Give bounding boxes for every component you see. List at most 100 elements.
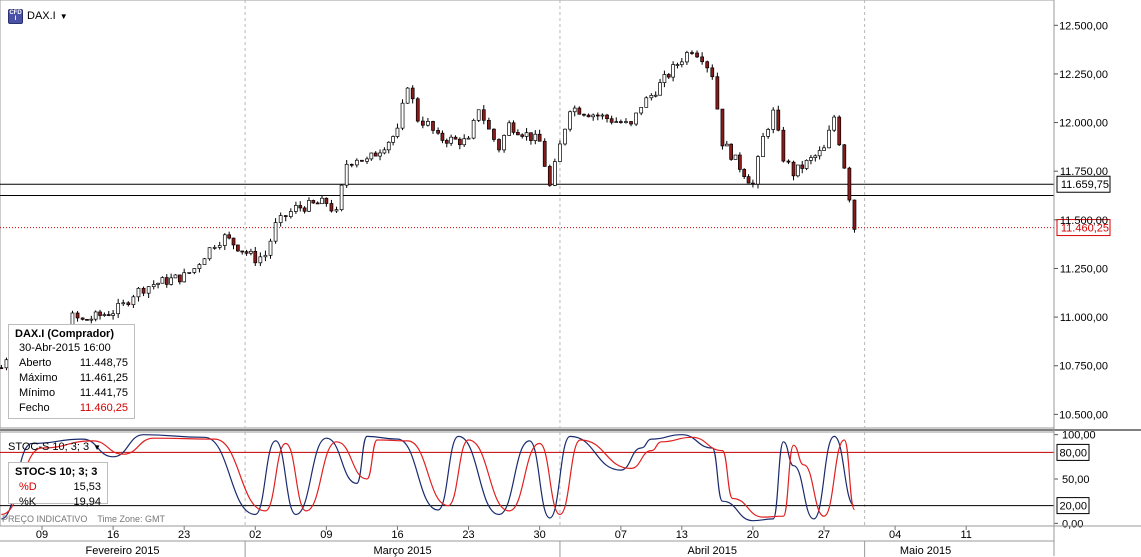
candle-body: [249, 250, 253, 254]
info-row-close: Fecho 11.460,25: [15, 401, 128, 416]
price-tick-label: 11.500,00: [1060, 215, 1108, 227]
candle-body: [563, 128, 567, 145]
candle-body: [151, 284, 156, 287]
candle-body: [192, 268, 197, 273]
candle-body: [415, 98, 420, 122]
candle-body: [609, 118, 614, 123]
indicator-header[interactable]: STOC-S 10; 3; 3 ▼: [8, 441, 101, 453]
candle-body: [344, 163, 349, 186]
candle-body: [102, 314, 107, 316]
candle-body: [695, 52, 699, 58]
candle-body: [236, 244, 240, 252]
candle-body: [662, 74, 667, 83]
candle-body: [457, 138, 462, 146]
candle-body: [507, 122, 512, 136]
candle-body: [329, 203, 334, 212]
candle-body: [720, 108, 725, 147]
candle-body: [410, 87, 415, 100]
candle-body: [177, 274, 182, 283]
candles: [0, 50, 857, 371]
day-label: 16: [107, 529, 119, 541]
candle-body: [537, 133, 542, 142]
price-note: PREÇO INDICATIVO: [2, 514, 88, 524]
candle-body: [197, 264, 202, 269]
stoch-tick-label: 100,00: [1062, 430, 1096, 442]
price-axis: 10.500,00 10.750,00 11.000,00 11.250,00 11.5…: [1053, 0, 1108, 556]
candle-body: [746, 176, 751, 184]
candle-body: [586, 114, 591, 118]
candle-body: [529, 132, 533, 141]
candle-body: [244, 251, 249, 254]
candle-body: [481, 109, 486, 121]
candle-body: [268, 240, 273, 256]
month-label: Abril 2015: [688, 545, 738, 557]
candle-body: [116, 302, 121, 315]
candle-body: [809, 157, 813, 161]
candle-body: [624, 121, 628, 123]
candle-body: [653, 94, 658, 97]
info-date: 30-Abr-2015 16:00: [19, 342, 111, 354]
candle-body: [756, 156, 760, 185]
price-tick-label: 11.750,00: [1060, 166, 1108, 178]
candle-body: [533, 133, 538, 141]
candle-body: [847, 167, 852, 201]
candle-body: [634, 112, 638, 125]
candle-body: [121, 302, 126, 305]
candle-body: [577, 107, 582, 115]
current-price-label: 11.460,25: [1061, 223, 1109, 235]
stoch-value-d: 15,53: [73, 481, 101, 493]
candle-body: [436, 130, 440, 134]
candle-body: [382, 149, 387, 154]
candle-body: [164, 277, 169, 285]
indicator-name[interactable]: STOC-S 10; 3; 3: [8, 441, 90, 453]
candle-body: [182, 272, 187, 283]
candle-body: [666, 74, 671, 78]
price-tick-label: 12.500,00: [1059, 20, 1108, 32]
candle-body: [629, 121, 633, 125]
price-tick-label: 10.500,00: [1059, 409, 1108, 421]
candle-body: [497, 139, 501, 151]
stoch-tick-label: 50,00: [1062, 474, 1090, 486]
candle-body: [817, 150, 822, 157]
stoch-label-k: %K: [19, 496, 37, 508]
candle-body: [207, 247, 212, 260]
price-tick-label: 11.250,00: [1060, 263, 1108, 275]
symbol-header[interactable]: CFD I DAX.I ▼: [8, 8, 68, 24]
candle-body: [837, 116, 842, 146]
candle-body: [710, 67, 715, 78]
info-value: 11.448,75: [79, 357, 128, 369]
symbol-name[interactable]: DAX.I: [27, 10, 56, 22]
candle-body: [0, 367, 4, 370]
candle-body: [89, 318, 94, 321]
chevron-down-icon[interactable]: ▼: [59, 11, 68, 21]
day-label: 27: [818, 529, 830, 541]
candle-body: [85, 319, 89, 321]
candle-body: [339, 184, 344, 210]
chevron-down-icon[interactable]: ▼: [93, 442, 102, 452]
candle-body: [136, 287, 141, 298]
icon-label-bottom: I: [14, 16, 17, 22]
candle-body: [227, 234, 232, 239]
candle-body: [320, 197, 324, 205]
price-tick-label: 10.750,00: [1059, 361, 1108, 373]
candle-body: [80, 317, 85, 320]
candle-body: [126, 302, 131, 306]
candle-body: [141, 287, 146, 294]
candle-body: [619, 121, 623, 123]
candle-body: [212, 247, 217, 249]
level-label: 11.659,75: [1061, 179, 1109, 191]
info-value: 11.461,25: [79, 372, 128, 384]
timezone-label: Time Zone: GMT: [97, 514, 166, 524]
candle-body: [644, 97, 649, 108]
icon-label-top: CFD: [9, 10, 22, 16]
day-label: 16: [391, 529, 403, 541]
candle-body: [511, 122, 516, 133]
candle-body: [453, 136, 458, 140]
candle-body: [440, 132, 445, 141]
candle-body: [169, 277, 173, 285]
candle-body: [700, 56, 704, 63]
time-axis: 09 16 23 02 09 16 23 30 07 13 20 27 04 11 Fevereiro 20…: [0, 525, 1141, 557]
candle-body: [595, 114, 600, 117]
stochastic-info-box: STOC-S 10; 3; 3 %D 15,53 %K 19,94: [8, 462, 108, 508]
